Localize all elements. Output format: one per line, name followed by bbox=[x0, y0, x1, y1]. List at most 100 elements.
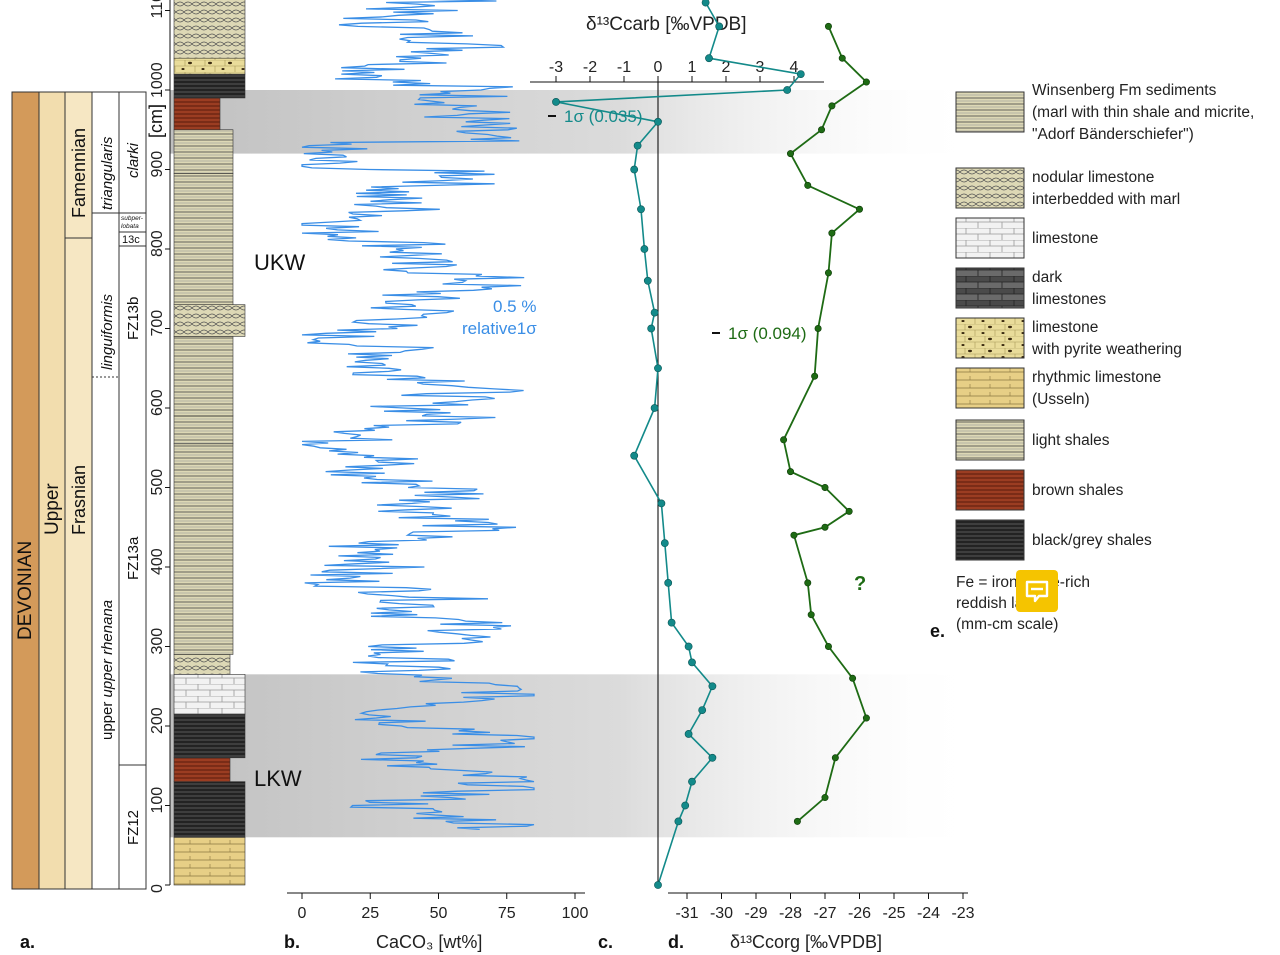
corg-axis-label: δ¹³Ccorg [‰VPDB] bbox=[730, 932, 882, 952]
lithology-unit bbox=[173, 836, 246, 886]
carb-sigma-label: 1σ (0.035) bbox=[564, 107, 643, 126]
lithology-unit bbox=[173, 304, 246, 337]
carb-point bbox=[643, 276, 652, 285]
subzone-fz12: FZ12 bbox=[125, 810, 142, 845]
caco3-tick-label: 100 bbox=[562, 905, 589, 922]
corg-tick-label: -27 bbox=[813, 905, 836, 922]
legend-label-nodular: nodular limestone bbox=[1032, 169, 1154, 186]
carb-point bbox=[654, 117, 662, 126]
strat-columns: DEVONIAN Upper Famennian Frasnian triang… bbox=[11, 91, 147, 890]
corg-point bbox=[793, 817, 801, 825]
corg-sigma-label: 1σ (0.094) bbox=[728, 324, 807, 343]
corg-tick-label: -30 bbox=[710, 905, 733, 922]
carb-point bbox=[708, 753, 717, 762]
carb-point bbox=[681, 801, 690, 810]
event-band-lkw bbox=[170, 674, 985, 838]
caco3-sigma-label-2: relative1σ bbox=[462, 319, 537, 338]
corg-point bbox=[824, 642, 832, 650]
lithology-unit bbox=[173, 73, 246, 99]
corg-point bbox=[804, 579, 812, 587]
corg-tick-label: -31 bbox=[675, 905, 698, 922]
carb-point bbox=[637, 205, 645, 214]
legend-label-rhythmic: (Usseln) bbox=[1032, 391, 1090, 408]
corg-point bbox=[804, 181, 812, 189]
corg-point bbox=[818, 126, 826, 134]
height-tick-label: 0 bbox=[149, 884, 166, 893]
lithology-unit bbox=[173, 654, 231, 675]
subzone-bar bbox=[118, 91, 147, 890]
lithology-unit bbox=[173, 415, 234, 445]
height-tick-label: 200 bbox=[149, 707, 166, 734]
corg-tick-label: -28 bbox=[779, 905, 802, 922]
corg-point bbox=[849, 674, 857, 682]
carb-point bbox=[657, 499, 666, 508]
corg-point bbox=[862, 78, 870, 86]
height-tick-label: 700 bbox=[149, 310, 166, 337]
height-axis-unit: [cm] bbox=[146, 104, 166, 138]
panel-c-label: c. bbox=[598, 932, 613, 952]
caco3-series-line bbox=[301, 0, 535, 831]
corg-point bbox=[824, 22, 832, 30]
subzone-subperlobata-1: subper- bbox=[121, 215, 144, 222]
carb-point bbox=[796, 70, 805, 78]
stage-famennian-label: Famennian bbox=[69, 128, 89, 218]
event-label-lkw: LKW bbox=[254, 766, 302, 791]
carb-point bbox=[698, 706, 707, 714]
legend-label-light: light shales bbox=[1032, 432, 1110, 449]
corg-point bbox=[828, 229, 836, 237]
corg-tick-label: -29 bbox=[744, 905, 767, 922]
lithology-unit bbox=[173, 336, 234, 417]
caco3-tick-label: 50 bbox=[430, 905, 448, 922]
corg-point bbox=[780, 436, 788, 444]
corg-point bbox=[821, 794, 829, 802]
lithology-unit bbox=[173, 173, 234, 305]
corg-point bbox=[821, 483, 829, 491]
lithology-unit bbox=[173, 0, 246, 59]
caco3-sigma-label-1: 0.5 % bbox=[493, 297, 536, 316]
height-tick-label: 300 bbox=[149, 628, 166, 655]
subzone-13c: 13c bbox=[122, 234, 140, 246]
legend-label-nodular: interbedded with marl bbox=[1032, 191, 1180, 208]
height-tick-label: 900 bbox=[149, 151, 166, 178]
comment-badge-icon[interactable] bbox=[1016, 570, 1058, 612]
carb-point bbox=[552, 98, 560, 106]
legend-swatch-brown bbox=[955, 469, 1025, 511]
carb-tick-label: -2 bbox=[583, 59, 597, 76]
carb-axis-label: δ¹³Ccarb [‰VPDB] bbox=[586, 14, 747, 35]
caco3-tick-label: 25 bbox=[361, 905, 379, 922]
carb-tick-label: -3 bbox=[549, 59, 563, 76]
lithology-unit bbox=[173, 57, 246, 75]
subzone-clarki: clarki bbox=[125, 142, 142, 178]
height-tick-label: 100 bbox=[149, 787, 166, 814]
lithology-unit bbox=[173, 97, 221, 131]
lithology-unit bbox=[173, 713, 246, 759]
panel-d-label: d. bbox=[668, 932, 684, 952]
series-label: Upper bbox=[42, 483, 63, 535]
carb-point bbox=[650, 308, 659, 317]
carb-point bbox=[715, 22, 724, 31]
legend-label-winsenberg: (marl with thin shale and micrite, bbox=[1032, 104, 1254, 121]
legend-label-pyrite: with pyrite weathering bbox=[1031, 341, 1182, 358]
height-tick-label: 400 bbox=[149, 548, 166, 575]
legend-swatch-pyrite bbox=[955, 317, 1025, 359]
carb-tick-label: 2 bbox=[722, 59, 731, 76]
corg-point bbox=[790, 531, 798, 539]
corg-point bbox=[862, 714, 870, 722]
carb-point bbox=[664, 579, 673, 587]
corg-question-mark: ? bbox=[854, 573, 866, 595]
carb-point bbox=[660, 539, 669, 548]
lithology-unit bbox=[173, 781, 246, 838]
caco3-tick-label: 75 bbox=[498, 905, 516, 922]
corg-point bbox=[786, 468, 794, 476]
legend-label-dark: dark bbox=[1032, 269, 1062, 286]
carb-point bbox=[688, 777, 696, 786]
lithology-unit bbox=[173, 129, 234, 174]
corg-point bbox=[845, 507, 853, 515]
panel-a-label: a. bbox=[20, 932, 35, 952]
carb-point bbox=[654, 364, 662, 373]
corg-point bbox=[821, 523, 829, 531]
system-label: DEVONIAN bbox=[15, 541, 36, 640]
height-tick-label: 1100 bbox=[149, 0, 166, 19]
panel-e-label: e. bbox=[930, 621, 945, 641]
